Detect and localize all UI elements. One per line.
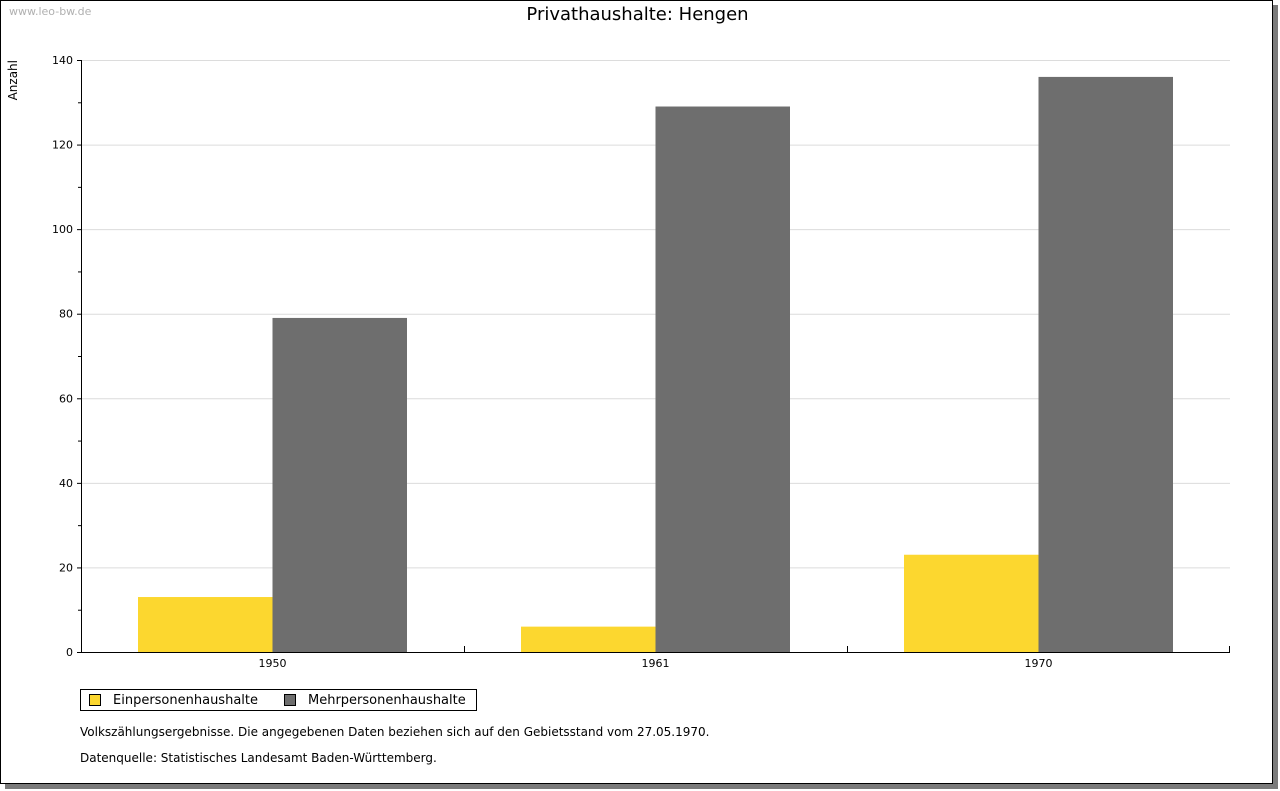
bar-mehrpersonenhaushalte-1961 (655, 106, 790, 652)
note-source: Datenquelle: Statistisches Landesamt Bad… (80, 751, 437, 765)
bar-einpersonenhaushalte-1950 (138, 597, 273, 652)
bar-mehrpersonenhaushalte-1950 (272, 317, 407, 652)
y-tick-label: 80 (59, 308, 73, 321)
y-tick-label: 120 (52, 139, 73, 152)
legend-item-mehrpersonen: Mehrpersonenhaushalte (284, 693, 466, 708)
y-axis-title: Anzahl (6, 60, 20, 100)
legend-label-mehrpersonen: Mehrpersonenhaushalte (308, 692, 466, 708)
x-tick-label: 1950 (259, 657, 287, 670)
y-tick-label: 140 (52, 54, 73, 67)
bar-einpersonenhaushalte-1961 (521, 626, 656, 652)
y-tick-label: 40 (59, 477, 73, 490)
legend-swatch-einpersonen (89, 694, 101, 706)
legend-label-einpersonen: Einpersonenhaushalte (113, 692, 258, 708)
y-tick-label: 20 (59, 561, 73, 574)
bar-einpersonenhaushalte-1970 (904, 554, 1039, 652)
x-tick-label: 1961 (642, 657, 670, 670)
bar-mehrpersonenhaushalte-1970 (1038, 76, 1173, 652)
y-tick-label: 100 (52, 223, 73, 236)
legend-swatch-mehrpersonen (284, 694, 296, 706)
watermark: www.leo-bw.de (9, 5, 92, 18)
y-tick-label: 0 (66, 646, 73, 659)
x-tick-label: 1970 (1025, 657, 1053, 670)
legend: Einpersonenhaushalte Mehrpersonenhaushal… (80, 689, 477, 711)
y-tick-label: 60 (59, 392, 73, 405)
note-census: Volkszählungsergebnisse. Die angegebenen… (80, 725, 710, 739)
chart-title: Privathaushalte: Hengen (526, 4, 749, 25)
legend-item-einpersonen: Einpersonenhaushalte (89, 693, 258, 708)
